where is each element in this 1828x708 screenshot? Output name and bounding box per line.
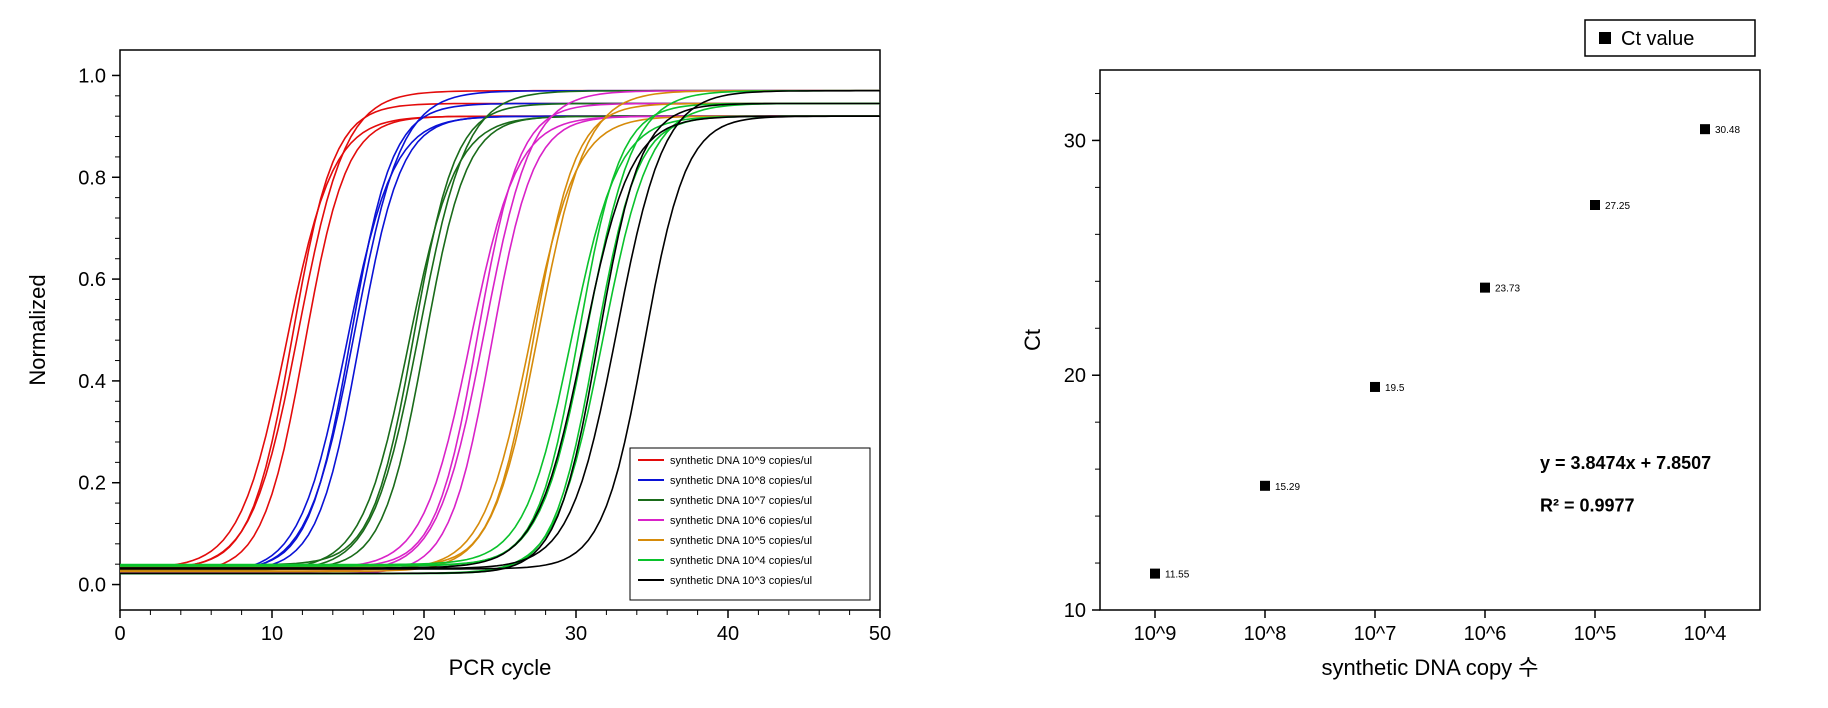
svg-text:10^7: 10^7 (1354, 623, 1397, 645)
svg-text:10^6: 10^6 (1464, 623, 1507, 645)
svg-text:40: 40 (717, 623, 739, 645)
svg-text:0.4: 0.4 (78, 371, 106, 393)
svg-text:synthetic DNA 10^6 copies/ul: synthetic DNA 10^6 copies/ul (670, 515, 812, 527)
svg-text:30: 30 (1064, 130, 1086, 152)
svg-text:30.48: 30.48 (1715, 125, 1740, 136)
svg-text:1.0: 1.0 (78, 65, 106, 87)
pcr-amplification-chart: 0 10 20 30 40 50 0.0 0.2 0.4 0.6 0.8 1.0 PCR cycle No… (0, 0, 990, 708)
svg-text:20: 20 (1064, 365, 1086, 387)
svg-text:23.73: 23.73 (1495, 284, 1520, 295)
svg-text:Ct value: Ct value (1621, 28, 1694, 50)
svg-text:synthetic DNA 10^7 copies/ul: synthetic DNA 10^7 copies/ul (670, 495, 812, 507)
svg-text:20: 20 (413, 623, 435, 645)
svg-text:PCR cycle: PCR cycle (449, 655, 552, 680)
svg-text:synthetic DNA 10^4 copies/ul: synthetic DNA 10^4 copies/ul (670, 555, 812, 567)
svg-text:0.6: 0.6 (78, 269, 106, 291)
svg-text:synthetic DNA 10^9 copies/ul: synthetic DNA 10^9 copies/ul (670, 455, 812, 467)
svg-text:synthetic DNA 10^5 copies/ul: synthetic DNA 10^5 copies/ul (670, 535, 812, 547)
svg-text:10^9: 10^9 (1134, 623, 1177, 645)
svg-text:0.0: 0.0 (78, 575, 106, 597)
svg-text:y = 3.8474x + 7.8507: y = 3.8474x + 7.8507 (1540, 453, 1711, 473)
svg-text:R² = 0.9977: R² = 0.9977 (1540, 495, 1635, 515)
svg-text:synthetic DNA copy 수: synthetic DNA copy 수 (1321, 655, 1538, 680)
svg-text:Ct: Ct (1020, 329, 1045, 351)
svg-text:10^5: 10^5 (1574, 623, 1617, 645)
svg-text:10: 10 (1064, 600, 1086, 622)
svg-text:19.5: 19.5 (1385, 383, 1405, 394)
svg-text:0: 0 (114, 623, 125, 645)
svg-text:synthetic DNA 10^8 copies/ul: synthetic DNA 10^8 copies/ul (670, 475, 812, 487)
ct-scatter-chart: 10^9 10^8 10^7 10^6 10^5 10^4 10 20 30 synthetic … (990, 0, 1828, 708)
svg-text:10^8: 10^8 (1244, 623, 1287, 645)
svg-text:27.25: 27.25 (1605, 201, 1630, 212)
svg-text:0.2: 0.2 (78, 473, 106, 495)
left-panel: 0 10 20 30 40 50 0.0 0.2 0.4 0.6 0.8 1.0 PCR cycle No… (0, 0, 990, 708)
svg-text:synthetic DNA 10^3 copies/ul: synthetic DNA 10^3 copies/ul (670, 575, 812, 587)
svg-text:15.29: 15.29 (1275, 482, 1300, 493)
svg-text:0.8: 0.8 (78, 167, 106, 189)
svg-text:10^4: 10^4 (1684, 623, 1727, 645)
figure-wrap: 0 10 20 30 40 50 0.0 0.2 0.4 0.6 0.8 1.0 PCR cycle No… (0, 0, 1828, 708)
svg-text:Normalized: Normalized (25, 274, 50, 385)
svg-text:50: 50 (869, 623, 891, 645)
svg-text:10: 10 (261, 623, 283, 645)
svg-text:30: 30 (565, 623, 587, 645)
svg-text:11.55: 11.55 (1165, 570, 1190, 581)
right-panel: 10^9 10^8 10^7 10^6 10^5 10^4 10 20 30 synthetic … (990, 0, 1828, 708)
